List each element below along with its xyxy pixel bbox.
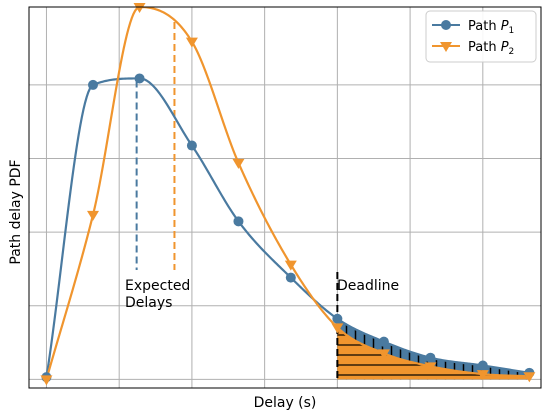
- legend-marker-p1: [441, 20, 451, 30]
- data-point-p2: [424, 362, 437, 373]
- series-markers: [40, 3, 536, 386]
- data-point-p1: [477, 360, 488, 371]
- data-point-p2: [87, 210, 99, 221]
- tail-probability-fills: [337, 318, 530, 380]
- data-point-p2: [284, 260, 297, 271]
- data-point-p1: [425, 352, 436, 363]
- grid: [29, 7, 541, 388]
- data-point-p1: [332, 313, 343, 324]
- expected-delays-label-line2: Delays: [125, 295, 172, 311]
- data-point-p2: [476, 370, 489, 381]
- data-point-p1: [378, 336, 389, 347]
- plot-frame: [28, 6, 542, 389]
- annotations: Expected Delays Deadline: [125, 278, 399, 311]
- data-point-p2: [185, 37, 198, 48]
- series-line-p2: [45, 7, 530, 380]
- data-point-p2: [331, 323, 344, 334]
- data-point-p2: [232, 158, 245, 169]
- expected-delays-label-line1: Expected: [125, 278, 190, 294]
- legend-box: [425, 10, 537, 63]
- data-point-p2: [523, 372, 536, 383]
- data-point-p1: [88, 79, 98, 90]
- data-point-p1: [233, 216, 244, 227]
- data-point-p1: [285, 272, 296, 283]
- legend-label-p1: Path P1: [468, 19, 514, 36]
- data-point-p2: [40, 375, 53, 386]
- data-point-p2: [377, 349, 390, 360]
- data-point-p1: [134, 73, 145, 84]
- deadline-label: Deadline: [337, 278, 399, 294]
- y-axis-label: Path delay PDF: [8, 159, 24, 264]
- tail-fill-p2: [337, 327, 530, 380]
- legend-marker-p2: [440, 42, 452, 52]
- legend: Path P1 Path P2: [425, 10, 537, 63]
- data-point-p1: [186, 140, 197, 151]
- data-point-p2: [133, 3, 146, 13]
- legend-label-p2: Path P2: [468, 40, 514, 57]
- x-axis-label: Delay (s): [254, 395, 317, 411]
